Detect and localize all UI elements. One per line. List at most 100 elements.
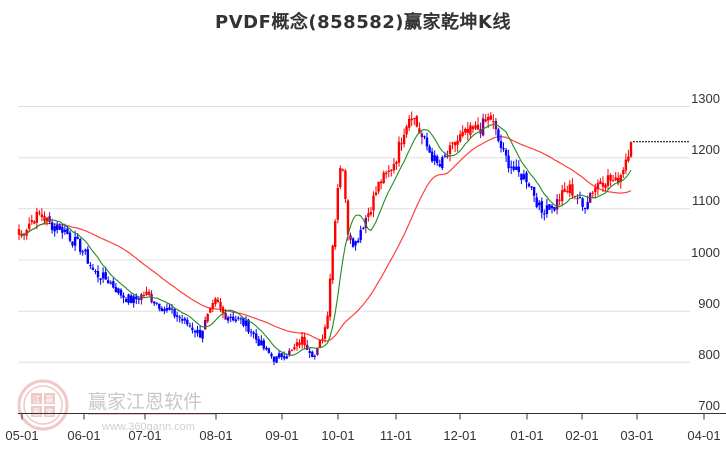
candle-body — [441, 157, 444, 169]
candle-body — [448, 145, 452, 155]
candle-body — [84, 249, 87, 252]
candle-body — [507, 155, 510, 169]
y-tick-1300: 1300 — [691, 91, 720, 106]
candle-body — [255, 333, 258, 340]
candle-body — [221, 307, 225, 314]
ma-long-line — [18, 136, 632, 342]
candle-body — [50, 222, 54, 231]
watermark-url: www.360gann.com — [101, 421, 195, 433]
candle-body — [617, 177, 620, 184]
candle-body — [40, 214, 44, 217]
candle-body — [443, 155, 447, 157]
candle-body — [249, 331, 253, 333]
candle-body — [173, 309, 176, 317]
candle-body — [209, 307, 212, 313]
candle-body — [300, 336, 304, 345]
candle-body — [538, 202, 541, 206]
candle-body — [385, 172, 388, 174]
candle-body — [257, 338, 260, 346]
candle-body — [510, 166, 513, 168]
x-tick-label: 11-01 — [380, 428, 412, 443]
candle-body — [196, 329, 199, 334]
candle-body — [38, 212, 41, 214]
x-tick-label: 07-01 — [128, 428, 161, 443]
svg-text:江: 江 — [33, 395, 41, 404]
svg-text:家: 家 — [46, 407, 54, 417]
candle-body — [298, 342, 301, 346]
candle-body — [362, 227, 365, 229]
candle-body — [540, 201, 543, 213]
candle-body — [175, 315, 179, 317]
x-tick-label: 08-01 — [199, 428, 232, 443]
candle-body — [499, 141, 503, 148]
candle-body — [94, 271, 97, 272]
candle-body — [456, 140, 459, 145]
candle-body — [114, 287, 118, 293]
candle-body — [150, 294, 153, 303]
candle-body — [402, 134, 406, 145]
candle-body — [555, 199, 559, 210]
candle-body — [20, 233, 23, 237]
candle-body — [272, 356, 276, 362]
candle-body — [79, 239, 82, 252]
candle-body — [288, 350, 291, 356]
candle-body — [596, 183, 600, 190]
candle-body — [609, 174, 612, 181]
candle-body — [397, 141, 401, 163]
candle-body — [415, 116, 418, 127]
candle-body — [168, 307, 171, 310]
candle-body — [135, 296, 138, 300]
candle-body — [578, 197, 582, 199]
candle-body — [124, 299, 128, 302]
candle-body — [334, 221, 337, 247]
candle-body — [130, 295, 133, 303]
candle-body — [367, 213, 370, 217]
candle-body — [604, 184, 607, 188]
candle-body — [242, 317, 245, 326]
candle-body — [471, 126, 475, 130]
candle-body — [464, 128, 467, 133]
candle-body — [520, 173, 523, 180]
candle-body — [193, 330, 197, 333]
y-tick-1200: 1200 — [691, 142, 720, 157]
candle-body — [606, 175, 610, 186]
candle-body — [122, 295, 125, 298]
candle-body — [17, 229, 21, 235]
candle-body — [504, 149, 508, 156]
candle-body — [328, 278, 332, 317]
candle-body — [583, 208, 587, 209]
candle-body — [252, 332, 255, 335]
candle-body — [629, 141, 633, 157]
candle-body — [624, 159, 628, 171]
candle-body — [553, 207, 556, 211]
candle-body — [262, 340, 265, 349]
candle-body — [214, 298, 217, 305]
candle-body — [201, 330, 204, 339]
candle-body — [379, 181, 383, 184]
candle-body — [35, 211, 38, 223]
candle-body — [277, 353, 281, 358]
candle-body — [237, 317, 240, 319]
candle-body — [425, 137, 429, 147]
candle-body — [405, 126, 408, 135]
candle-body — [142, 295, 146, 296]
y-tick-800: 800 — [698, 347, 720, 362]
candle-body — [341, 169, 345, 171]
candle-body — [99, 278, 102, 280]
candle-body — [145, 291, 148, 295]
x-tick-label: 06-01 — [67, 428, 100, 443]
candle-body — [86, 249, 89, 264]
x-tick-label: 09-01 — [265, 428, 298, 443]
candle-body — [219, 302, 222, 309]
ma-short-path — [18, 123, 632, 356]
candle-body — [153, 301, 156, 304]
candle-body — [446, 155, 449, 157]
candle-body — [109, 282, 112, 284]
candle-body — [191, 327, 194, 331]
y-axis: 1300 1200 1100 1000 900 800 700 — [691, 91, 720, 413]
candle-body — [387, 170, 390, 172]
candle-body — [581, 198, 584, 207]
candle-body — [622, 170, 625, 175]
candlesticks — [17, 111, 633, 366]
